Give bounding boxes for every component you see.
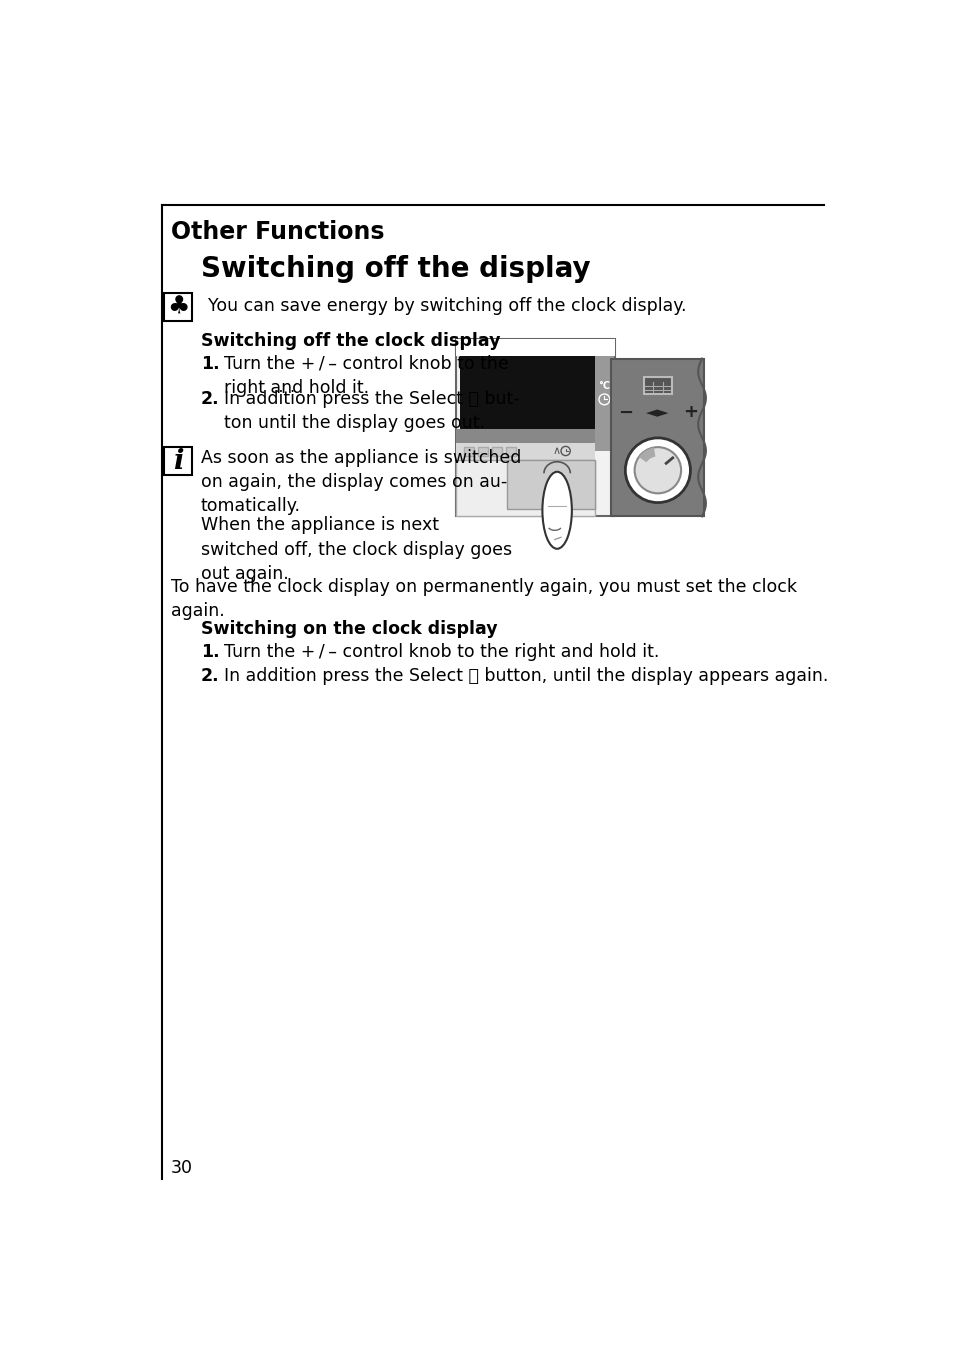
Text: Switching off the display: Switching off the display (200, 254, 590, 283)
Text: As soon as the appliance is switched
on again, the display comes on au-
tomatica: As soon as the appliance is switched on … (200, 449, 520, 515)
Bar (164, 448, 192, 475)
Text: −: − (618, 403, 632, 422)
Text: 30: 30 (171, 1159, 193, 1178)
Text: °C: °C (598, 380, 610, 391)
Text: When the appliance is next
switched off, the clock display goes
out again.: When the appliance is next switched off,… (200, 516, 511, 583)
Circle shape (624, 438, 690, 503)
Bar (164, 293, 192, 320)
Bar (456, 430, 595, 443)
Bar (492, 448, 501, 456)
Text: In addition press the Select ⓢ button, until the display appears again.: In addition press the Select ⓢ button, u… (224, 667, 827, 684)
Text: Turn the + / – control knob to the right and hold it.: Turn the + / – control knob to the right… (224, 644, 659, 661)
Text: In addition press the Select ⓢ but-
ton until the display goes out.: In addition press the Select ⓢ but- ton … (224, 391, 519, 433)
Bar (595, 357, 613, 452)
Text: You can save energy by switching off the clock display.: You can save energy by switching off the… (208, 297, 686, 315)
Bar (456, 443, 595, 460)
Text: ◄►: ◄► (645, 406, 669, 420)
Text: 2.: 2. (200, 391, 219, 408)
Wedge shape (639, 448, 655, 462)
Bar (643, 377, 671, 393)
Text: 1.: 1. (200, 644, 219, 661)
Text: Switching on the clock display: Switching on the clock display (200, 621, 497, 638)
Bar (506, 460, 595, 508)
Text: +: + (682, 403, 698, 422)
Bar (456, 339, 615, 516)
Text: Turn the + / – control knob to the
right and hold it.: Turn the + / – control knob to the right… (224, 354, 508, 397)
Bar (456, 339, 615, 357)
Text: ∧: ∧ (553, 446, 560, 456)
Bar (456, 460, 595, 516)
Bar (459, 357, 597, 430)
Text: i: i (172, 448, 183, 475)
Ellipse shape (542, 472, 571, 549)
Bar (611, 358, 703, 516)
Text: Switching off the clock display: Switching off the clock display (200, 331, 499, 350)
Text: To have the clock display on permanently again, you must set the clock
again.: To have the clock display on permanently… (171, 579, 797, 621)
Text: Other Functions: Other Functions (171, 220, 384, 243)
Circle shape (634, 448, 680, 493)
Bar (477, 448, 488, 456)
Bar (464, 448, 474, 456)
Text: 1.: 1. (200, 354, 219, 373)
Text: ♣: ♣ (167, 295, 189, 319)
Text: 2.: 2. (200, 667, 219, 684)
Bar (505, 448, 516, 456)
